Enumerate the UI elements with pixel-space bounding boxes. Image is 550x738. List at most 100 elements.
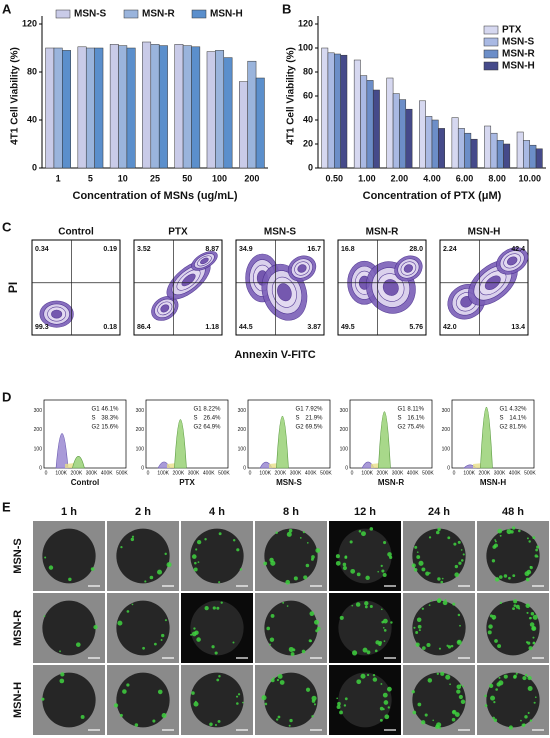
fluorescence (289, 718, 293, 723)
x-tick-label: 300K (290, 470, 302, 476)
fluorescence (220, 601, 223, 604)
fluorescence (344, 697, 348, 701)
fluorescence (161, 633, 165, 638)
fluorescence (335, 560, 341, 566)
x-tick-label: 400K (203, 470, 215, 476)
histogram-title: PTX (179, 478, 195, 487)
x-tick-label: 400K (101, 470, 113, 476)
fluorescence (536, 545, 540, 549)
spheroid (264, 672, 318, 728)
fluorescence (450, 644, 454, 648)
x-tick-label: 100K (55, 470, 67, 476)
fluorescence (68, 577, 72, 582)
bar (94, 47, 104, 169)
bar (239, 81, 248, 169)
fluorescence (497, 644, 502, 649)
x-tick-label: 200K (275, 470, 287, 476)
x-axis-label: Concentration of MSNs (ug/mL) (73, 190, 238, 202)
fluorescence (460, 549, 463, 551)
phase-value: 16.1% (407, 416, 425, 422)
fluorescence (460, 559, 464, 562)
fluorescence (372, 673, 376, 677)
fluorescence (524, 571, 530, 577)
y-axis-label: 4T1 Cell Viability (%) (10, 47, 21, 145)
x-tick-label: 50 (182, 173, 192, 183)
fluorescence (93, 624, 98, 630)
fluorescence (522, 676, 527, 681)
x-tick-label: 25 (150, 173, 160, 183)
fluorescence (417, 702, 422, 707)
bar (457, 128, 465, 169)
spheroid (116, 600, 170, 656)
bar (464, 132, 472, 169)
fluorescence (436, 672, 440, 675)
fluorescence (356, 679, 362, 685)
spheroid (338, 672, 392, 728)
fluorescence (236, 695, 239, 698)
fluorescence (499, 534, 502, 537)
spheroid (42, 600, 96, 656)
x-tick-label: 300K (392, 470, 404, 476)
fluorescence (314, 619, 319, 625)
spheroid (264, 528, 318, 584)
fluorescence (492, 617, 495, 620)
fluorescence (458, 561, 462, 565)
bar (223, 57, 233, 169)
y-tick-label: 0 (32, 162, 37, 172)
histogram-frame (451, 399, 535, 469)
panel-letter: E (2, 499, 11, 514)
phase-value: 8.11% (407, 407, 424, 413)
fluorescence (421, 720, 426, 725)
legend-swatch (483, 25, 499, 35)
fluorescence (512, 526, 516, 530)
legend-swatch (483, 61, 499, 71)
x-tick-label: 200K (479, 470, 491, 476)
fluorescence (487, 630, 492, 635)
fluorescence (316, 626, 321, 631)
quadrant-value: 0.18 (103, 324, 117, 331)
fluorescence (364, 605, 368, 609)
fluorescence (194, 700, 197, 703)
fluorescence (350, 568, 356, 574)
x-tick-label: 500K (116, 470, 128, 476)
fluorescence (520, 719, 522, 722)
x-tick-label: 400K (305, 470, 317, 476)
fluorescence (193, 567, 198, 572)
fluorescence (302, 531, 305, 534)
bar (529, 144, 537, 169)
phase-name: G1 (398, 407, 407, 413)
legend-label: MSN-H (502, 61, 535, 72)
fluorescence (232, 641, 235, 644)
x-tick-label: 10 (118, 173, 128, 183)
fluorescence (239, 568, 243, 571)
fluorescence (437, 527, 441, 532)
fluorescence (282, 601, 285, 604)
fluorescence (217, 719, 221, 723)
y-tick-label: 0 (345, 465, 348, 471)
fluorescence (525, 641, 529, 644)
x-tick-label: 4.00 (423, 173, 441, 183)
bar (126, 47, 136, 169)
density-contour (382, 279, 399, 296)
quadrant-value: 28.0 (409, 246, 423, 253)
spheroid (412, 672, 466, 728)
row-label: MSN-R (12, 610, 24, 646)
x-tick-label: 500K (422, 470, 434, 476)
fluorescence (212, 606, 216, 610)
histogram-frame (247, 399, 331, 469)
bar (340, 54, 348, 169)
x-tick-label: 0 (249, 470, 252, 476)
histogram-frame (145, 399, 229, 469)
x-tick-label: 100K (361, 470, 373, 476)
y-tick-label: 100 (238, 446, 247, 452)
spheroid (116, 672, 170, 728)
fluorescence (425, 571, 430, 576)
fluorescence (462, 553, 465, 556)
fluorescence (380, 608, 383, 611)
fluorescence (131, 535, 135, 538)
fluorescence (440, 671, 445, 676)
bar (523, 140, 530, 169)
fluorescence (191, 691, 195, 695)
fluorescence (414, 545, 418, 549)
fluorescence (119, 713, 123, 717)
